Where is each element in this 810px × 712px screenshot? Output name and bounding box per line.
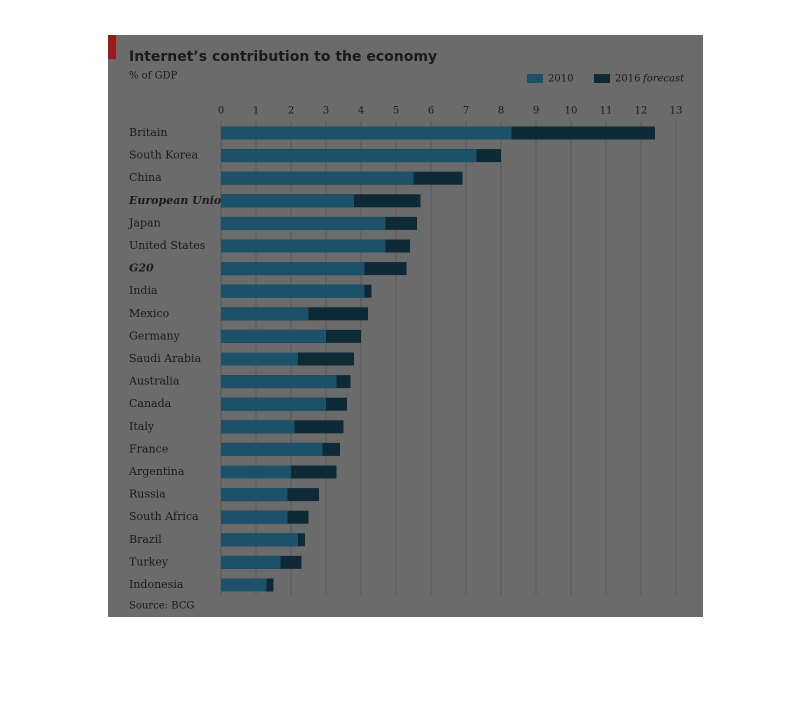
- source: Source: BCG: [129, 601, 194, 612]
- y-tick-label: Mexico: [129, 307, 170, 320]
- bar: [221, 284, 365, 298]
- y-tick-label: Canada: [129, 397, 172, 410]
- x-tick-label: 10: [565, 106, 578, 117]
- bar: [221, 352, 298, 366]
- y-tick-label: China: [129, 171, 162, 184]
- chart-title: Internet’s contribution to the economy: [129, 49, 437, 65]
- y-tick-label: India: [129, 284, 158, 297]
- legend-note: forecast: [642, 74, 685, 85]
- bar: [221, 397, 326, 411]
- bar: [221, 488, 288, 502]
- x-tick-label: 12: [635, 106, 648, 117]
- y-tick-label: United States: [129, 239, 206, 252]
- y-tick-label: Brazil: [129, 533, 162, 546]
- y-tick-label: South Korea: [129, 149, 199, 162]
- bar: [221, 465, 291, 479]
- bar: [221, 194, 354, 208]
- x-tick-label: 5: [393, 106, 399, 117]
- y-tick-label: Argentina: [128, 465, 185, 478]
- y-tick-label: G20: [129, 262, 154, 275]
- bar: [221, 126, 512, 140]
- bar: [221, 442, 323, 456]
- y-tick-label: Britain: [129, 126, 167, 139]
- brand-mark: [108, 35, 116, 59]
- bar: [221, 216, 386, 230]
- legend-swatch: [527, 74, 543, 83]
- bar: [221, 171, 414, 185]
- x-tick-label: 4: [358, 106, 364, 117]
- y-tick-label: European Union: [128, 194, 229, 207]
- bar: [221, 329, 326, 343]
- bar: [221, 578, 267, 592]
- subtitle: % of GDP: [129, 71, 178, 82]
- x-tick-label: 8: [498, 106, 504, 117]
- legend-label: 2010: [548, 74, 573, 85]
- bar: [221, 420, 295, 434]
- y-tick-label: Italy: [129, 420, 155, 433]
- y-tick-label: Russia: [129, 488, 166, 501]
- x-tick-label: 1: [253, 106, 259, 117]
- y-tick-label: South Africa: [129, 510, 199, 523]
- x-tick-label: 6: [428, 106, 434, 117]
- bar: [221, 262, 365, 276]
- legend-swatch: [594, 74, 610, 83]
- y-tick-label: Australia: [128, 375, 180, 388]
- bar: [221, 533, 298, 547]
- y-tick-label: Indonesia: [129, 578, 184, 591]
- x-tick-label: 3: [323, 106, 329, 117]
- y-tick-label: Japan: [128, 216, 161, 229]
- y-tick-label: Saudi Arabia: [129, 352, 202, 365]
- x-tick-label: 9: [533, 106, 539, 117]
- x-tick-label: 2: [288, 106, 294, 117]
- bar: [221, 239, 386, 253]
- bar: [221, 149, 477, 163]
- bar: [221, 307, 309, 321]
- bar: [221, 375, 337, 389]
- y-tick-label: France: [129, 442, 168, 455]
- bar: [221, 510, 288, 524]
- x-tick-label: 0: [218, 106, 224, 117]
- y-tick-label: Turkey: [129, 555, 169, 568]
- panel: [108, 35, 703, 617]
- bar: [221, 555, 281, 569]
- legend-label: 2016: [615, 74, 640, 85]
- y-tick-label: Germany: [129, 329, 181, 342]
- x-tick-label: 11: [600, 106, 613, 117]
- x-tick-label: 13: [670, 106, 683, 117]
- x-tick-label: 7: [463, 106, 469, 117]
